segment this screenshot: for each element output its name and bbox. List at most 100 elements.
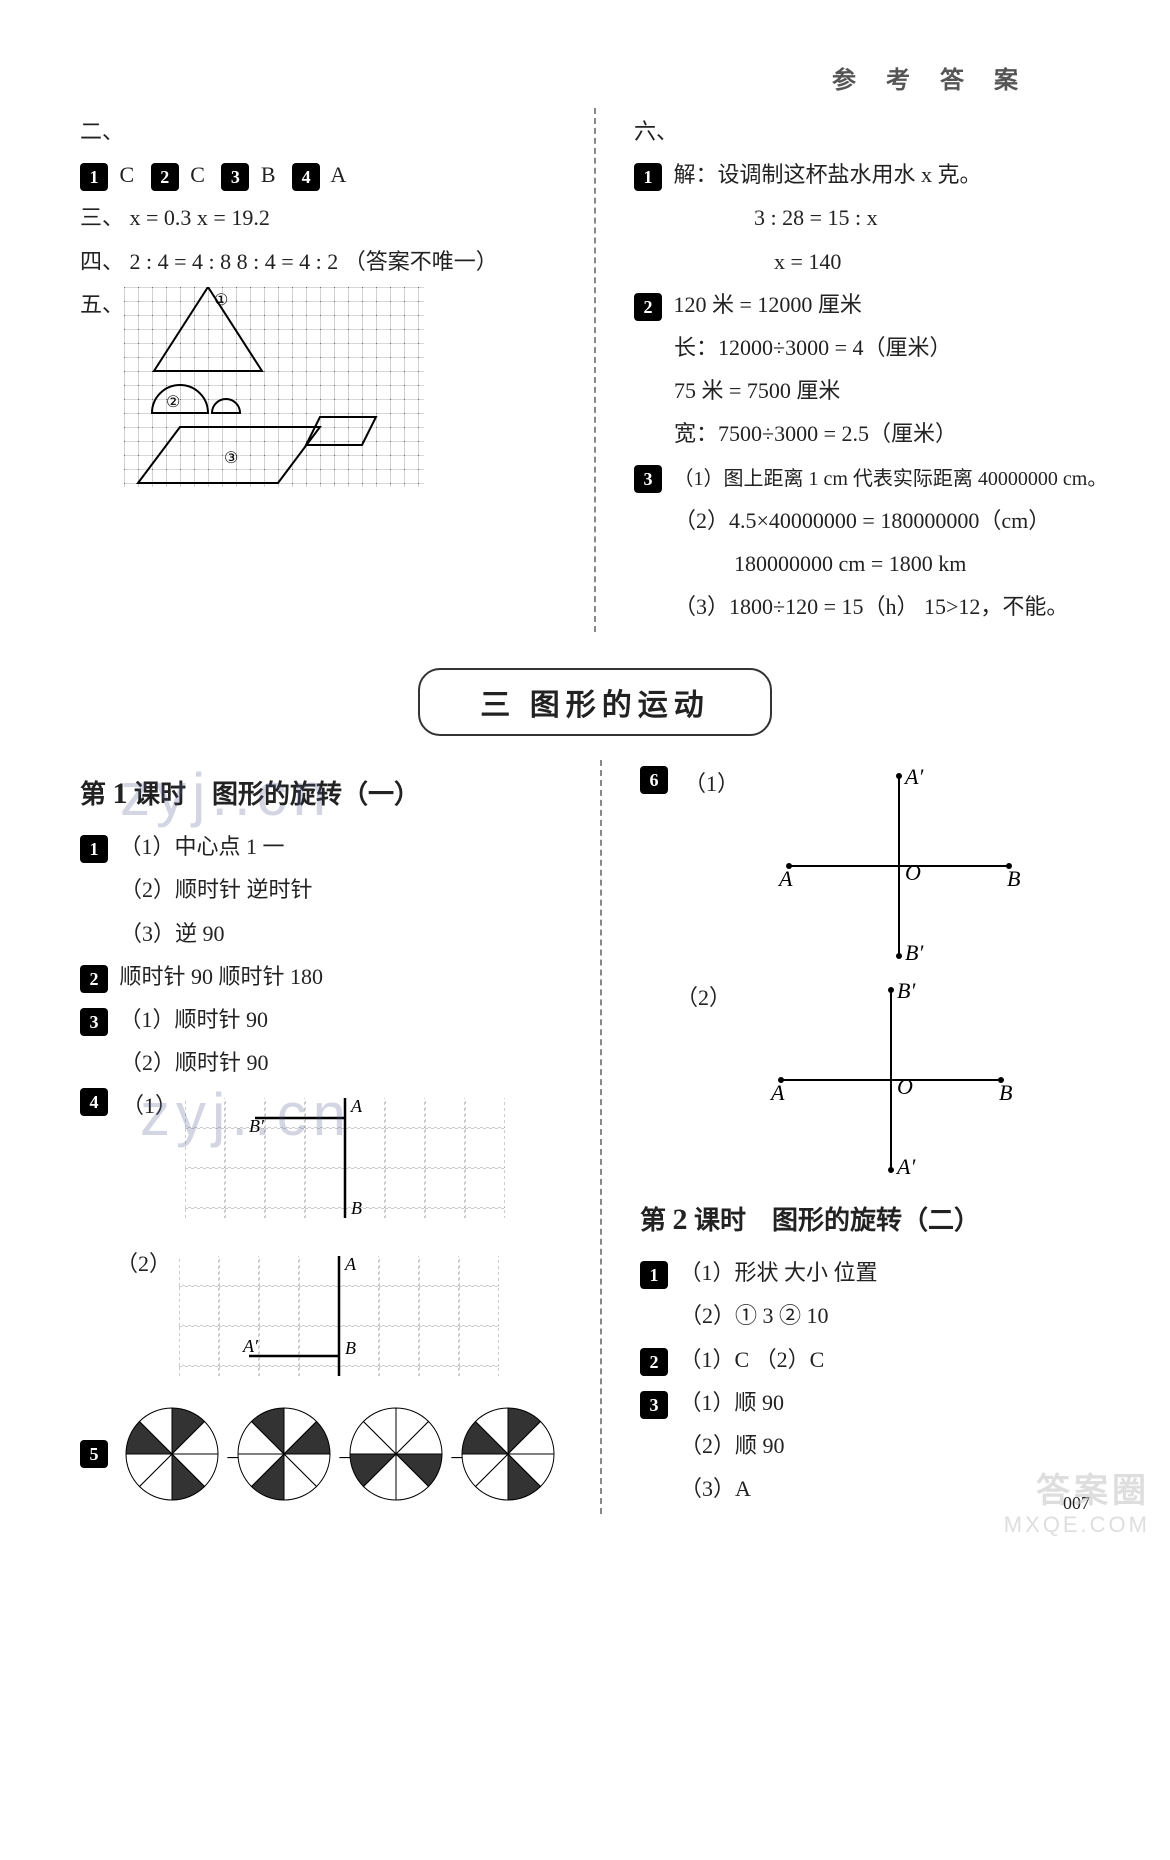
watermark: zyj..cn [140,1080,352,1149]
svg-text:B′: B′ [905,940,924,965]
svg-text:B: B [1007,866,1020,891]
l-q1b: （2）顺时针 逆时针 [80,872,562,907]
l-q3b: （2）顺时针 90 [80,1045,562,1080]
sec4-text: 2 : 4 = 4 : 8 8 : 4 = 4 : 2 （答案不唯一） [130,249,498,274]
q6-1-l2: 3 : 28 = 15 : x [634,200,1110,235]
q6-3-l4: （3）1800÷120 = 15（h） 15>12，不能。 [634,589,1110,624]
upper-left: 二、 1 C 2 C 3 B 4 A 三、 x = 0.3 x = 19.2 [80,108,556,632]
svg-text:A: A [769,1080,785,1105]
ans-badge: 4 [292,163,320,191]
sec4: 四、 2 : 4 = 4 : 8 8 : 4 = 4 : 2 （答案不唯一） [80,244,556,279]
q6-3-l1: （1）图上距离 1 cm 代表实际距离 40000000 cm。 [674,468,1108,490]
ans-val: B [261,162,276,187]
svg-text:B′: B′ [897,980,916,1003]
q6-1-l1: 解：设调制这杯盐水用水 x 克。 [674,162,982,187]
r-q3b-b: （2）顺 90 [640,1428,1110,1463]
fig5: ① ② ③ [124,287,424,487]
num-badge: 1 [634,163,662,191]
watermark: zyj..cn [120,760,332,829]
q6-2-l3: 75 米 = 7500 厘米 [634,373,1110,408]
sec2-label: 二、 [80,119,124,144]
q6-2-l4: 宽：7500÷3000 = 2.5（厘米） [634,416,1110,451]
l-q5: 5 →→→ [80,1404,562,1504]
num-badge: 2 [640,1348,668,1376]
r-q1b-b: （2）① 3 ② 10 [640,1298,1110,1333]
sec5: 五、 ① [80,287,556,487]
q6-fig2: A B O B′ A′ [741,980,1041,1180]
sec4-label: 四、 [80,249,124,274]
svg-text:③: ③ [224,450,238,467]
svg-text:B: B [999,1080,1012,1105]
q6-fig1: A B O A′ B′ [749,766,1049,966]
l-q4-label2: （2） [116,1246,171,1281]
svg-text:①: ① [214,292,228,309]
svg-text:B: B [351,1198,362,1218]
r-q6: 6 （1） A B O A′ B′ [640,766,1110,966]
svg-text:A′: A′ [895,1154,916,1179]
l-q1a: （1）中心点 1 一 [120,834,285,859]
svg-text:②: ② [166,394,180,411]
corner-l2: MXQE.COM [1004,1512,1150,1538]
l-q2-text: 顺时针 90 顺时针 180 [120,964,324,989]
ans-badge: 1 [80,163,108,191]
q5-wheels: →→→ [122,1404,562,1504]
svg-text:A′: A′ [242,1336,259,1356]
l-q1c: （3）逆 90 [80,916,562,951]
lower-divider [600,760,602,1514]
num-badge: 3 [640,1391,668,1419]
q6-2-l1: 120 米 = 12000 厘米 [674,292,862,317]
q6-1-l3: x = 140 [634,244,1110,279]
section-title-wrap: 三 图形的运动 [80,668,1110,736]
section-title: 三 图形的运动 [418,668,772,736]
q6-3-l3: 180000000 cm = 1800 km [634,546,1110,581]
num-badge: 4 [80,1088,108,1116]
num-badge: 1 [80,835,108,863]
svg-text:A′: A′ [903,766,924,789]
r-q3b-a: （1）顺 90 [680,1390,785,1415]
page-root: 参 考 答 案 二、 1 C 2 C 3 B 4 A 三、 x = 0 [0,0,1170,1554]
l-q2: 2 顺时针 90 顺时针 180 [80,959,562,994]
q6-3-l2: （2）4.5×40000000 = 180000000（cm） [634,503,1110,538]
fig5-svg: ① ② ③ [124,287,424,487]
sec6-label: 六、 [634,119,678,144]
num-badge: 5 [80,1440,108,1468]
num-badge: 2 [634,293,662,321]
l-q3a: （1）顺时针 90 [120,1007,269,1032]
num-badge: 3 [634,465,662,493]
num-badge: 3 [80,1008,108,1036]
header-label: 参 考 答 案 [832,60,1030,95]
q6-3: 3 （1）图上距离 1 cm 代表实际距离 40000000 cm。 [634,460,1110,495]
q4-fig2: A B A′ [179,1246,499,1396]
r-q1b: 1 （1）形状 大小 位置 [640,1255,1110,1290]
svg-text:A: A [344,1254,357,1274]
ans-badge: 2 [151,163,179,191]
upper-right: 六、 1 解：设调制这杯盐水用水 x 克。 3 : 28 = 15 : x x … [634,108,1110,632]
r-q2b-text: （1）C （2）C [680,1347,825,1372]
r-q6-label1: （1） [684,766,739,801]
sec6-label-row: 六、 [634,114,1110,149]
svg-text:O: O [897,1074,913,1099]
sec5-label: 五、 [80,287,124,322]
ans-val: C [120,162,135,187]
section-2: 二、 [80,114,556,149]
corner-l1: 答案圈 [1004,1463,1150,1512]
num-badge: 1 [640,1261,668,1289]
sec3: 三、 x = 0.3 x = 19.2 [80,200,556,235]
num-badge: 2 [80,965,108,993]
ans-val: A [330,162,346,187]
svg-text:O: O [905,860,921,885]
r-q1b-a: （1）形状 大小 位置 [680,1260,878,1285]
lesson2-title: 第 2 课时 图形的旋转（二） [640,1200,1110,1237]
l-q3: 3 （1）顺时针 90 [80,1002,562,1037]
q6-2: 2 120 米 = 12000 厘米 [634,287,1110,322]
upper-divider [594,108,596,632]
sec3-text: x = 0.3 x = 19.2 [130,205,270,230]
r-q6-label2: （2） [676,980,731,1015]
r-q2b: 2 （1）C （2）C [640,1342,1110,1377]
q6-1: 1 解：设调制这杯盐水用水 x 克。 [634,157,1110,192]
l-q4-2: （2） A B A′ [80,1246,562,1396]
l-q1: 1 （1）中心点 1 一 [80,829,562,864]
q6-2-l2: 长：12000÷3000 = 4（厘米） [634,330,1110,365]
svg-text:A: A [777,866,793,891]
ans-val: C [190,162,205,187]
